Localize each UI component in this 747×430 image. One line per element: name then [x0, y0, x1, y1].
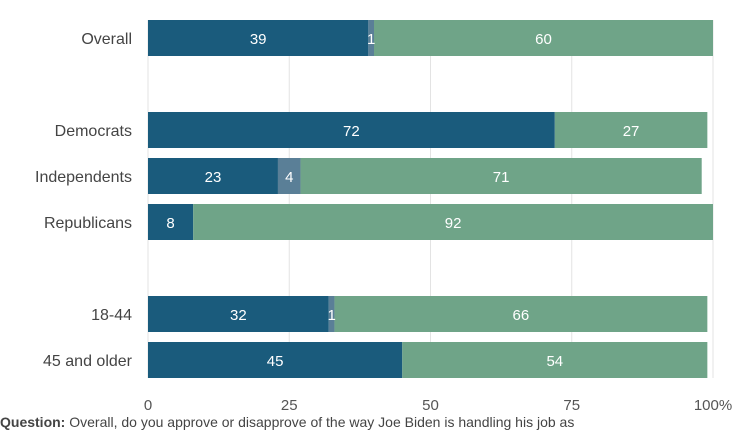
bar-segment-disapprove [300, 158, 702, 194]
data-label: 4 [285, 169, 293, 186]
category-label: Democrats [55, 123, 132, 140]
bar-segment-no_opinion [328, 296, 335, 332]
bar-segment-disapprove [334, 296, 708, 332]
bar-segment-disapprove [193, 204, 713, 240]
question-text: Overall, do you approve or disapprove of… [69, 414, 575, 430]
x-tick-label: 75 [563, 397, 580, 414]
data-label: 60 [535, 31, 552, 48]
data-label: 32 [230, 307, 247, 324]
data-label: 92 [445, 215, 462, 232]
data-label: 71 [493, 169, 510, 186]
x-tick-label: 0 [144, 397, 152, 414]
bars [148, 20, 713, 378]
x-tick-label: 100% [694, 397, 732, 414]
bar-segment-approve [148, 20, 369, 56]
data-label: 23 [205, 169, 222, 186]
x-tick-label: 50 [422, 397, 439, 414]
x-tick-label: 25 [281, 397, 298, 414]
bar-segment-approve [148, 296, 329, 332]
bar-segment-approve [148, 342, 403, 378]
bar-segment-disapprove [402, 342, 708, 378]
labels: Overall 39 1 60 Democrats 72 27 Independents 23 4… [35, 31, 639, 370]
category-label: Independents [35, 169, 132, 186]
category-label: 45 and older [43, 353, 133, 370]
x-axis-ticks: 0 25 50 75 100% [144, 397, 732, 414]
category-label: Republicans [44, 215, 132, 232]
bar-segment-approve [148, 158, 278, 194]
data-label: 1 [327, 307, 335, 324]
data-label: 72 [343, 123, 360, 140]
bar-segment-disapprove [374, 20, 713, 56]
bar-segment-disapprove [554, 112, 708, 148]
category-label: 18-44 [91, 307, 132, 324]
data-label: 8 [166, 215, 174, 232]
stacked-bar-chart: Overall 39 1 60 Democrats 72 27 Independents 23 4… [35, 20, 732, 414]
bar-segment-approve [148, 112, 555, 148]
data-label: 54 [546, 353, 563, 370]
data-label: 39 [250, 31, 267, 48]
data-label: 27 [623, 123, 640, 140]
question-label: Question: [0, 414, 66, 430]
bar-segment-approve [148, 204, 194, 240]
data-label: 45 [267, 353, 284, 370]
category-label: Overall [81, 31, 132, 48]
bar-segment-no_opinion [368, 20, 374, 56]
data-label: 1 [367, 31, 375, 48]
question-footnote: Question: Overall, do you approve or dis… [0, 414, 747, 430]
bar-segment-no_opinion [277, 158, 301, 194]
data-label: 66 [513, 307, 530, 324]
